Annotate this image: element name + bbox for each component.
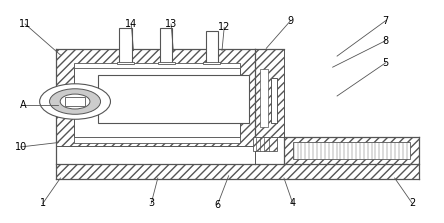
Bar — [293, 142, 410, 159]
Text: 10: 10 — [15, 142, 27, 152]
Bar — [56, 164, 419, 179]
Text: 6: 6 — [214, 200, 221, 210]
Text: 12: 12 — [218, 22, 230, 32]
Circle shape — [50, 89, 100, 114]
Text: 8: 8 — [383, 36, 389, 45]
Bar — [203, 62, 220, 64]
Text: 2: 2 — [409, 198, 416, 209]
Bar — [160, 28, 172, 63]
Text: 11: 11 — [19, 19, 31, 29]
Text: A: A — [20, 100, 27, 110]
Bar — [260, 69, 269, 127]
Bar — [158, 62, 174, 64]
Bar — [74, 63, 240, 68]
Bar — [271, 78, 278, 123]
Bar — [255, 50, 284, 137]
Circle shape — [40, 84, 111, 119]
Bar — [56, 146, 255, 164]
Circle shape — [60, 94, 90, 109]
Text: 3: 3 — [148, 198, 154, 209]
Bar — [206, 31, 218, 63]
Text: 14: 14 — [125, 19, 137, 29]
Text: 5: 5 — [383, 58, 389, 68]
Bar — [284, 137, 419, 164]
Bar — [56, 50, 255, 164]
Text: 13: 13 — [165, 19, 177, 29]
Bar — [65, 97, 85, 106]
Bar — [117, 62, 134, 64]
Bar — [253, 137, 278, 151]
Bar — [98, 75, 249, 123]
Text: 4: 4 — [290, 198, 296, 209]
Bar — [74, 64, 240, 137]
Text: 1: 1 — [40, 198, 46, 209]
Bar — [74, 137, 240, 142]
Text: 9: 9 — [288, 16, 293, 26]
Bar — [119, 28, 132, 63]
Text: 7: 7 — [383, 16, 389, 26]
